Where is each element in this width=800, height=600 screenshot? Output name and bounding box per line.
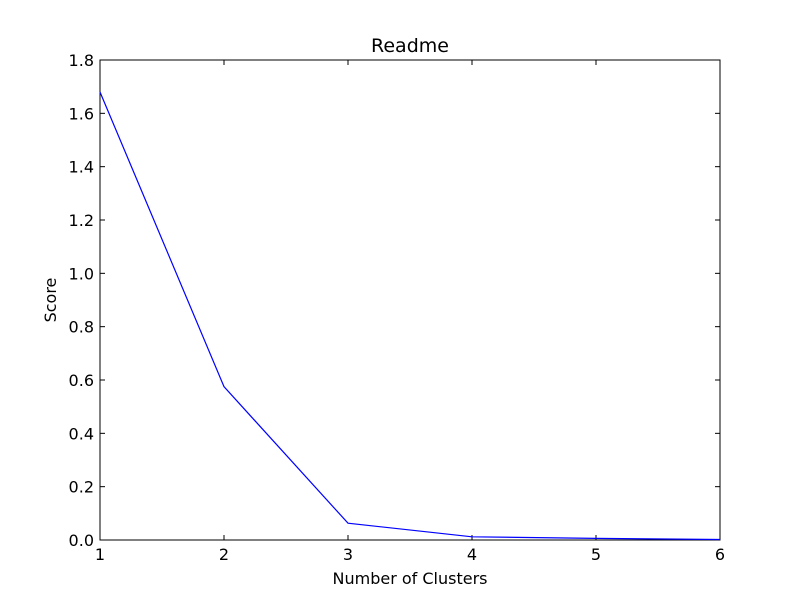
y-axis-ticks: 0.0 0.2 0.4 0.6 0.8 1.0 1.2 1.4 1.6 1.8	[69, 51, 720, 550]
y-tick-label: 0.4	[69, 424, 94, 443]
y-axis-label: Score	[41, 278, 60, 323]
y-tick-label: 0.8	[69, 318, 94, 337]
y-tick-label: 0.6	[69, 371, 94, 390]
y-tick-label: 1.8	[69, 51, 94, 70]
y-tick-label: 0.0	[69, 531, 94, 550]
x-tick-label: 6	[715, 545, 725, 564]
series-group	[99, 91, 721, 541]
y-tick-label: 0.2	[69, 478, 94, 497]
x-tick-label: 1	[95, 545, 105, 564]
x-tick-label: 4	[467, 545, 477, 564]
plot-frame	[99, 59, 721, 541]
x-tick-label: 5	[591, 545, 601, 564]
chart-title: Readme	[371, 35, 449, 57]
y-tick-label: 1.0	[69, 264, 94, 283]
series-line-0	[99, 91, 721, 541]
x-tick-label: 3	[343, 545, 353, 564]
y-tick-label: 1.2	[69, 211, 94, 230]
x-axis-label: Number of Clusters	[333, 569, 488, 588]
x-tick-label: 2	[219, 545, 229, 564]
y-tick-label: 1.4	[69, 158, 94, 177]
y-tick-label: 1.6	[69, 104, 94, 123]
x-axis-ticks: 1 2 3 4 5 6	[95, 60, 725, 564]
